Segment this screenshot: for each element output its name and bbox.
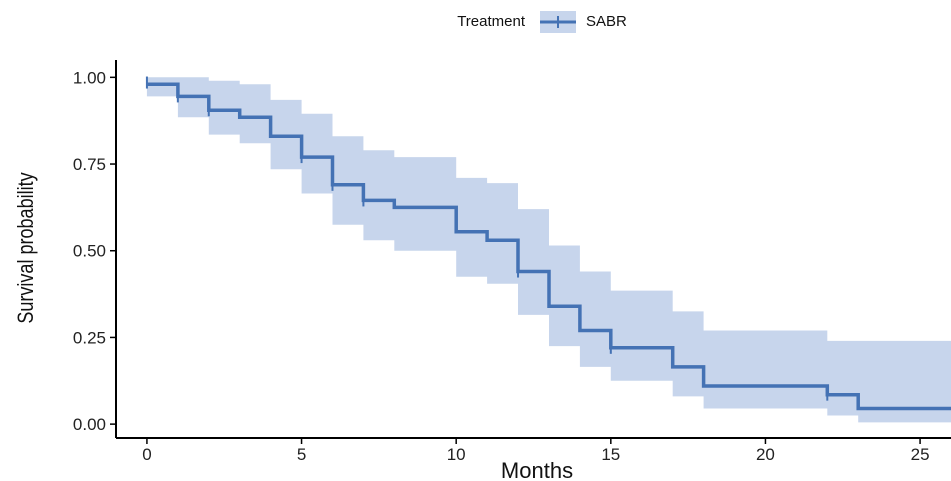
y-tick-label: 0.00 bbox=[73, 415, 106, 434]
y-tick-label: 0.50 bbox=[73, 242, 106, 261]
y-tick-label: 1.00 bbox=[73, 68, 106, 87]
survival-curve bbox=[146, 82, 951, 411]
y-tick-label: 0.75 bbox=[73, 155, 106, 174]
axes-layer: 0.00 0.25 0.50 0.75 1.00 0 5 10 15 20 25 bbox=[73, 60, 951, 464]
survival-curve-layer bbox=[146, 82, 951, 411]
x-axis-title: Months bbox=[501, 458, 573, 481]
legend-series-label: SABR bbox=[586, 13, 627, 30]
x-tick-label: 10 bbox=[447, 445, 466, 464]
legend: Treatment SABR bbox=[457, 11, 627, 33]
confidence-band-layer bbox=[146, 77, 951, 423]
x-tick-label: 0 bbox=[142, 445, 151, 464]
x-tick-label: 25 bbox=[911, 445, 930, 464]
y-axis-title: Survival probability bbox=[14, 171, 38, 323]
legend-title: Treatment bbox=[457, 13, 526, 30]
x-tick-label: 20 bbox=[756, 445, 775, 464]
censor-marks-layer bbox=[145, 76, 829, 401]
x-tick-label: 5 bbox=[297, 445, 306, 464]
confidence-band bbox=[146, 77, 951, 423]
x-tick-label: 15 bbox=[601, 445, 620, 464]
y-tick-label: 0.25 bbox=[73, 328, 106, 347]
